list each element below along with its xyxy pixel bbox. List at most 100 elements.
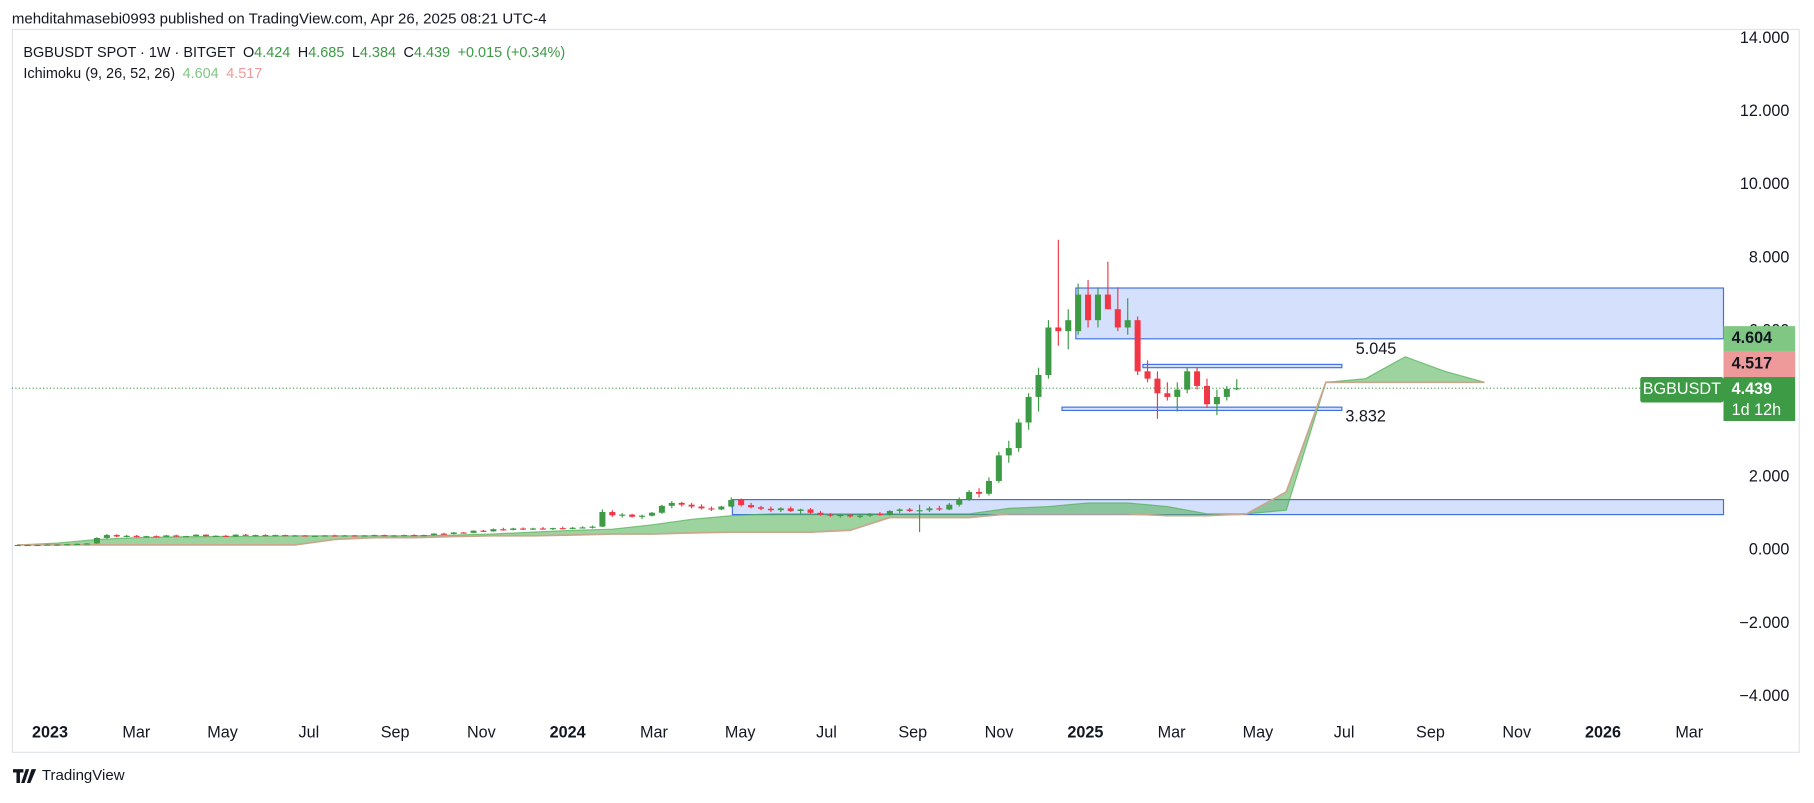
candle-body xyxy=(252,535,259,537)
candle-body xyxy=(351,535,358,537)
candle-body xyxy=(93,537,100,544)
candle-body xyxy=(1184,371,1191,390)
candle-body xyxy=(1065,320,1072,332)
candle-body xyxy=(599,512,606,527)
candle-body xyxy=(857,515,864,517)
candle-body xyxy=(331,535,338,537)
candle-body xyxy=(460,532,467,534)
candle-body xyxy=(143,536,150,538)
zone xyxy=(731,499,1725,516)
candle-body xyxy=(668,502,675,506)
candle-body xyxy=(163,535,170,537)
indicator-value: 4.517 xyxy=(226,66,262,82)
candle-body xyxy=(500,529,507,531)
y-tick-label: 0.000 xyxy=(1749,541,1790,559)
candle-body xyxy=(391,535,398,537)
legend-label: C xyxy=(404,45,414,61)
last-price: 4.439 xyxy=(1732,380,1773,398)
candle-body xyxy=(559,528,566,530)
candle-body xyxy=(1213,396,1220,405)
candle-body xyxy=(648,512,655,516)
candle-body xyxy=(718,506,725,510)
x-tick-label: Sep xyxy=(898,724,927,742)
candle-body xyxy=(321,535,328,537)
candle-body xyxy=(797,509,804,511)
candle-body xyxy=(44,544,51,546)
x-tick-label: May xyxy=(207,724,238,742)
candle-body xyxy=(34,544,41,547)
legend-change: +0.015 (+0.34%) xyxy=(458,45,566,61)
candle-body xyxy=(678,502,685,505)
candle-body xyxy=(1035,374,1042,397)
candle-body xyxy=(1194,371,1201,386)
x-tick-label: 2025 xyxy=(1067,724,1103,742)
x-tick-label: Nov xyxy=(1502,724,1532,742)
candle-body xyxy=(440,533,447,535)
zone xyxy=(1075,287,1725,340)
candle-body xyxy=(1144,371,1151,379)
candle-body xyxy=(609,512,616,516)
chart-frame xyxy=(11,28,1800,753)
candle-body xyxy=(549,528,556,530)
candle-body xyxy=(579,527,586,529)
candle-body xyxy=(1055,327,1062,332)
x-tick-label: Jul xyxy=(1334,724,1355,742)
candle-body xyxy=(1203,385,1211,405)
candle-body xyxy=(1104,294,1111,310)
y-tick-label: 10.000 xyxy=(1740,175,1790,193)
candle-body xyxy=(292,535,299,537)
candle-body xyxy=(777,508,784,511)
candle-body xyxy=(976,491,983,494)
candle-body xyxy=(886,510,893,515)
x-tick-label: Mar xyxy=(640,724,668,742)
x-tick-label: Mar xyxy=(1675,724,1703,742)
candle-body xyxy=(133,535,140,537)
candle-body xyxy=(193,534,200,537)
plot-area: −4.000−2.0000.0002.0004.0006.0008.00010.… xyxy=(11,29,1790,742)
candle-body xyxy=(74,543,81,545)
candle-body xyxy=(341,535,348,537)
candle-body xyxy=(896,509,903,511)
candle-body xyxy=(381,535,388,537)
x-tick-label: Jul xyxy=(298,724,319,742)
candle-body xyxy=(1015,422,1022,449)
ichimoku-span-b xyxy=(17,381,1485,546)
candle-body xyxy=(1085,294,1092,321)
candle-body xyxy=(867,513,874,516)
candle-body xyxy=(658,505,665,513)
candle-body xyxy=(936,508,943,510)
candle-body xyxy=(113,535,120,537)
x-tick-label: Nov xyxy=(985,724,1015,742)
zone xyxy=(1061,406,1343,412)
x-tick-label: Mar xyxy=(122,724,150,742)
candle-body xyxy=(807,509,814,513)
candle-body xyxy=(24,544,31,547)
candle-body xyxy=(946,504,953,510)
x-tick-label: May xyxy=(725,724,756,742)
candle-body xyxy=(1174,389,1181,397)
candle-body xyxy=(738,499,745,506)
candle-body xyxy=(123,535,130,537)
legend-value: 4.439 xyxy=(414,45,450,61)
candle-body xyxy=(995,455,1002,481)
candle-body xyxy=(1005,448,1012,456)
countdown: 1d 12h xyxy=(1732,401,1782,419)
candle-body xyxy=(54,544,61,546)
indicator-price: 4.604 xyxy=(1732,329,1773,347)
candle-body xyxy=(64,544,71,546)
candle-body xyxy=(619,514,626,516)
x-tick-label: 2024 xyxy=(550,724,586,742)
candle-body xyxy=(401,535,408,537)
candle-body xyxy=(1075,294,1082,332)
legend-value: 4.424 xyxy=(254,45,290,61)
x-tick-label: Nov xyxy=(467,724,497,742)
legend-label: L xyxy=(352,45,360,61)
logo-icon xyxy=(13,769,37,783)
candle-body xyxy=(1164,393,1171,397)
candle-body xyxy=(183,536,190,538)
candle-body xyxy=(530,528,537,530)
candle-body xyxy=(1114,309,1121,328)
indicator-price-box xyxy=(1723,326,1796,352)
y-tick-label: 14.000 xyxy=(1740,29,1790,47)
x-tick-label: Jul xyxy=(816,724,837,742)
